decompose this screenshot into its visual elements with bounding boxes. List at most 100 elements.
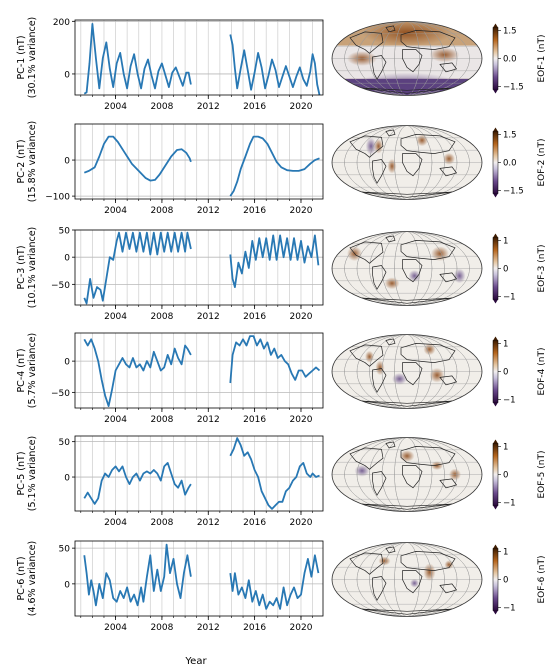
map-anomaly xyxy=(444,560,454,570)
coastline xyxy=(439,272,458,283)
x-tick-label: 2004 xyxy=(104,415,127,425)
colorbar-tick-label: 0.0 xyxy=(503,159,517,169)
y-tick-label: 50 xyxy=(59,438,71,448)
colorbar-extend-top xyxy=(493,233,498,238)
graticule-line xyxy=(381,231,433,306)
x-tick-label: 2012 xyxy=(197,415,220,425)
panel-3: 50 0 −50 2004 2008 2012 2016 2020 PC-3 (nT) (10.1… xyxy=(16,227,547,323)
x-tick-label: 2016 xyxy=(243,206,266,216)
colorbar-gradient xyxy=(492,340,499,403)
y-tick-label: 0 xyxy=(64,157,70,167)
coastline xyxy=(385,441,396,449)
x-tick-label: 2012 xyxy=(197,102,220,112)
colorbar-extend-bottom xyxy=(493,193,498,198)
y-tick-label: −100 xyxy=(45,193,70,203)
colorbar-label: EOF-4 (nT) xyxy=(537,347,547,395)
colorbar-label: EOF-2 (nT) xyxy=(537,138,547,186)
graticule-line xyxy=(369,542,445,617)
coastline xyxy=(439,375,458,386)
x-tick-label: 2016 xyxy=(243,312,266,322)
y-axis-label: (15.8% variance) xyxy=(27,121,38,203)
colorbar-label: EOF-3 (nT) xyxy=(537,244,547,292)
x-tick-label: 2004 xyxy=(104,102,127,112)
map-field xyxy=(332,542,482,617)
pc-series-line xyxy=(83,135,192,182)
y-axis-label: PC-3 (nT) xyxy=(16,245,27,289)
panel-4: 0 −50 2004 2008 2012 2016 2020 PC-4 (nT) (5.7% v… xyxy=(16,332,547,425)
colorbar-gradient xyxy=(492,131,499,194)
panel-1: 0 200 2004 2008 2012 2016 2020 PC-1 (nT) (30.1% … xyxy=(16,17,547,112)
x-tick-label: 2020 xyxy=(290,312,313,322)
y-axis-label: (5.7% variance) xyxy=(27,333,38,408)
coastline xyxy=(402,362,423,386)
panel-2: 0 −100 2004 2008 2012 2016 2020 PC-2 (nT) (15.8%… xyxy=(16,121,547,216)
x-tick-label: 2012 xyxy=(197,623,220,633)
x-tick-label: 2008 xyxy=(150,518,173,528)
y-axis-label: PC-1 (nT) xyxy=(16,35,27,79)
coastline xyxy=(400,134,456,154)
colorbar-extend-bottom xyxy=(493,505,498,510)
colorbar-label: EOF-5 (nT) xyxy=(537,450,547,498)
y-axis-label: (10.1% variance) xyxy=(27,227,38,309)
map-anomaly xyxy=(354,464,370,477)
graticule-line xyxy=(381,21,433,96)
x-tick-label: 2012 xyxy=(197,206,220,216)
colorbar-tick-label: 0 xyxy=(503,368,508,378)
colorbar-tick-label: −1 xyxy=(503,293,516,303)
pc-series-line xyxy=(83,338,192,407)
colorbar-extend-top xyxy=(493,544,498,549)
coastline xyxy=(400,551,456,571)
coastline xyxy=(372,576,387,601)
y-axis-label: (30.1% variance) xyxy=(27,17,38,99)
y-tick-label: 50 xyxy=(59,227,71,237)
graticule-line xyxy=(344,334,470,409)
graticule-line xyxy=(369,21,445,96)
coastline xyxy=(400,30,456,50)
x-tick-label: 2008 xyxy=(150,102,173,112)
coastline xyxy=(349,31,384,54)
map-outline xyxy=(331,334,483,409)
pc-series-line xyxy=(83,462,192,505)
coastline xyxy=(402,153,423,177)
graticule-line xyxy=(394,542,420,617)
graticule-line xyxy=(381,125,433,200)
y-tick-label: 0 xyxy=(64,254,70,264)
x-tick-label: 2020 xyxy=(290,415,313,425)
coastline xyxy=(349,552,384,575)
colorbar-5: 1 0 −1 EOF-5 (nT) xyxy=(492,439,547,510)
y-axis-label: PC-2 (nT) xyxy=(16,139,27,183)
graticule-line xyxy=(369,334,445,409)
colorbar-tick-label: 1 xyxy=(503,340,508,350)
colorbar-label: EOF-1 (nT) xyxy=(537,34,547,82)
x-tick-label: 2012 xyxy=(197,518,220,528)
colorbar-gradient xyxy=(492,548,499,611)
colorbar-3: 1 0 −1 EOF-3 (nT) xyxy=(492,233,547,304)
graticule-line xyxy=(369,231,445,306)
y-axis-label: PC-6 (nT) xyxy=(16,556,27,600)
coastline xyxy=(439,166,458,177)
plot-frame xyxy=(74,435,324,512)
map-outline xyxy=(331,21,483,96)
colorbar-tick-label: 0 xyxy=(503,265,508,275)
map-field xyxy=(332,437,482,512)
x-tick-label: 2008 xyxy=(150,206,173,216)
plot-frame xyxy=(74,540,324,617)
map-field xyxy=(332,334,482,409)
map-anomaly xyxy=(387,158,397,174)
y-tick-label: 200 xyxy=(53,18,70,28)
y-tick-label: 0 xyxy=(64,474,70,484)
x-tick-label: 2016 xyxy=(243,518,266,528)
y-tick-label: 50 xyxy=(59,545,71,555)
colorbar-tick-label: 1 xyxy=(503,548,508,558)
graticule-line xyxy=(344,125,470,200)
map-anomaly xyxy=(365,137,377,156)
coastline xyxy=(372,159,387,184)
coastline xyxy=(439,478,458,489)
eof-map-3 xyxy=(331,231,483,306)
map-field xyxy=(332,125,482,200)
coastline xyxy=(402,570,423,594)
map-anomaly xyxy=(362,21,452,46)
x-tick-label: 2004 xyxy=(104,206,127,216)
colorbar-extend-top xyxy=(493,23,498,28)
pc-series-line xyxy=(229,234,320,288)
